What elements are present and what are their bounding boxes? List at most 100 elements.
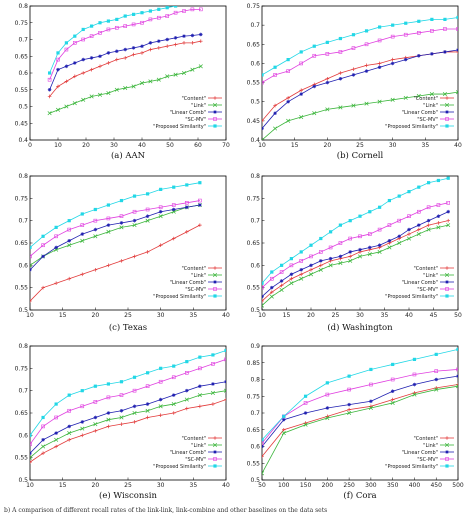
series-line bbox=[30, 390, 226, 458]
data-point bbox=[299, 276, 304, 281]
x-tick-label: 40 bbox=[222, 312, 230, 319]
data-point bbox=[436, 178, 440, 183]
y-tick-label: 0.7 bbox=[250, 410, 260, 417]
data-point bbox=[347, 410, 352, 416]
data-point bbox=[165, 44, 169, 48]
data-point bbox=[211, 382, 215, 386]
data-point bbox=[182, 9, 186, 13]
series-4 bbox=[47, 7, 203, 82]
data-point bbox=[132, 218, 137, 223]
data-point bbox=[299, 272, 303, 277]
data-point bbox=[338, 76, 343, 81]
x-tick-label: 10 bbox=[26, 482, 34, 489]
x-tick-label: 400 bbox=[409, 482, 421, 489]
data-point bbox=[397, 240, 402, 246]
x-tick-label: 25 bbox=[356, 142, 364, 149]
x-tick-label: 20 bbox=[324, 142, 332, 149]
y-tick-label: 0.9 bbox=[250, 343, 260, 350]
data-point bbox=[270, 285, 274, 290]
data-point bbox=[93, 422, 98, 427]
data-point bbox=[377, 38, 382, 43]
series-3 bbox=[262, 209, 450, 299]
data-point bbox=[119, 415, 124, 420]
data-point bbox=[369, 382, 373, 387]
data-point bbox=[182, 34, 186, 38]
x-tick-label: 25 bbox=[124, 312, 132, 319]
data-point bbox=[165, 6, 169, 10]
data-point bbox=[41, 285, 45, 290]
data-point bbox=[358, 214, 362, 218]
data-point bbox=[303, 401, 308, 405]
data-point bbox=[145, 250, 150, 254]
data-point bbox=[145, 207, 150, 212]
data-point bbox=[93, 268, 98, 272]
legend-label: "SC-MV" bbox=[417, 117, 438, 123]
data-point bbox=[106, 51, 111, 55]
data-point bbox=[119, 393, 124, 397]
data-point bbox=[185, 360, 189, 364]
data-point bbox=[223, 388, 226, 393]
data-point bbox=[67, 276, 71, 281]
panel-caption: (e) Wisconsin bbox=[99, 490, 157, 501]
data-point bbox=[198, 223, 202, 227]
data-point bbox=[390, 34, 395, 39]
series-4 bbox=[262, 201, 451, 290]
data-point bbox=[119, 259, 124, 263]
data-point bbox=[351, 33, 356, 37]
legend-marker bbox=[445, 464, 449, 468]
series-2 bbox=[30, 202, 202, 268]
legend-label: "Proposed Similarity" bbox=[153, 124, 206, 130]
data-point bbox=[171, 393, 176, 397]
y-tick-label: 0.45 bbox=[247, 118, 261, 125]
y-tick-label: 0.75 bbox=[15, 20, 29, 27]
data-point bbox=[80, 238, 85, 243]
series-line bbox=[30, 350, 226, 436]
data-point bbox=[171, 402, 176, 407]
data-point bbox=[119, 408, 124, 413]
series-3 bbox=[262, 48, 458, 131]
data-point bbox=[185, 183, 189, 187]
data-point bbox=[325, 40, 329, 44]
data-point bbox=[368, 405, 373, 411]
x-tick-label: 300 bbox=[365, 482, 377, 489]
data-point bbox=[351, 73, 356, 77]
data-point bbox=[93, 227, 98, 232]
data-point bbox=[41, 444, 46, 449]
data-point bbox=[41, 243, 45, 248]
series-4 bbox=[262, 367, 458, 445]
data-point bbox=[197, 393, 202, 398]
data-point bbox=[403, 57, 408, 62]
legend-marker bbox=[213, 450, 217, 454]
series-line bbox=[262, 91, 458, 140]
data-point bbox=[157, 39, 161, 43]
data-point bbox=[262, 438, 264, 442]
data-point bbox=[273, 65, 277, 69]
data-point bbox=[55, 107, 61, 112]
data-point bbox=[303, 411, 308, 415]
data-point bbox=[273, 103, 277, 108]
y-tick-label: 0.6 bbox=[18, 262, 28, 269]
data-point bbox=[338, 241, 343, 245]
series-line bbox=[30, 200, 200, 257]
y-tick-label: 0.65 bbox=[247, 427, 261, 434]
data-point bbox=[308, 272, 314, 277]
data-point bbox=[30, 451, 32, 455]
data-point bbox=[165, 74, 170, 79]
data-point bbox=[280, 263, 284, 267]
data-point bbox=[455, 90, 458, 95]
legend-label: "Content" bbox=[182, 436, 207, 442]
data-point bbox=[198, 203, 202, 207]
data-point bbox=[199, 32, 203, 37]
data-point bbox=[185, 205, 189, 210]
data-point bbox=[158, 413, 163, 418]
data-point bbox=[446, 209, 450, 214]
data-point bbox=[30, 299, 32, 303]
x-tick-label: 20 bbox=[307, 312, 315, 319]
legend-marker bbox=[213, 124, 217, 128]
data-point bbox=[198, 366, 202, 371]
data-point bbox=[198, 384, 202, 388]
legend-label: "Link" bbox=[423, 273, 438, 279]
data-point bbox=[279, 283, 284, 288]
legend-label: "Content" bbox=[182, 96, 207, 102]
data-point bbox=[73, 41, 77, 45]
